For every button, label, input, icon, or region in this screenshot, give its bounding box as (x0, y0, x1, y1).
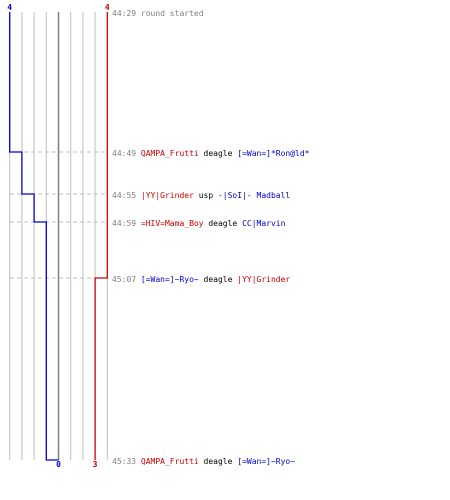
blue-start-label: 4 (7, 3, 12, 12)
event-message: round started (136, 9, 204, 18)
victim-name: -|SoI|- Madball (213, 191, 290, 200)
event-timestamp: 44:49 (112, 149, 136, 158)
weapon-name: deagle (199, 275, 233, 284)
red-start-label: 4 (105, 3, 110, 12)
blue-end-label: 0 (56, 460, 61, 469)
red-team-alive-line (94, 12, 108, 460)
killer-name: QAMPA_Frutti (136, 457, 199, 466)
victim-name: [=Wan=]*Ron@ld* (232, 149, 309, 158)
killer-name: [=Wan=]~Ryo~ (136, 275, 199, 284)
event-row: 44:55 |YY|Grinder usp -|SoI|- Madball (112, 191, 290, 200)
event-timestamp: 45:33 (112, 457, 136, 466)
event-row: 44:49 QAMPA_Frutti deagle [=Wan=]*Ron@ld… (112, 149, 310, 158)
event-timestamp: 44:55 (112, 191, 136, 200)
event-row: 45:33 QAMPA_Frutti deagle [=Wan=]~Ryo~ (112, 457, 295, 466)
killer-name: =HIV=Mama_Boy (136, 219, 204, 228)
red-end-label: 3 (93, 460, 98, 469)
event-row: 44:59 =HIV=Mama_Boy deagle CC|Marvin (112, 219, 286, 228)
victim-name: CC|Marvin (237, 219, 285, 228)
event-row: 45:07 [=Wan=]~Ryo~ deagle |YY|Grinder (112, 275, 290, 284)
killer-name: |YY|Grinder (136, 191, 194, 200)
weapon-name: deagle (199, 149, 233, 158)
killer-name: QAMPA_Frutti (136, 149, 199, 158)
event-timestamp: 44:29 (112, 9, 136, 18)
event-timestamp: 44:59 (112, 219, 136, 228)
weapon-name: usp (194, 191, 213, 200)
victim-name: |YY|Grinder (232, 275, 290, 284)
event-timestamp: 45:07 (112, 275, 136, 284)
weapon-name: deagle (199, 457, 233, 466)
blue-team-alive-line (9, 12, 59, 461)
event-row: 44:29 round started (112, 9, 204, 18)
victim-name: [=Wan=]~Ryo~ (232, 457, 295, 466)
weapon-name: deagle (204, 219, 238, 228)
